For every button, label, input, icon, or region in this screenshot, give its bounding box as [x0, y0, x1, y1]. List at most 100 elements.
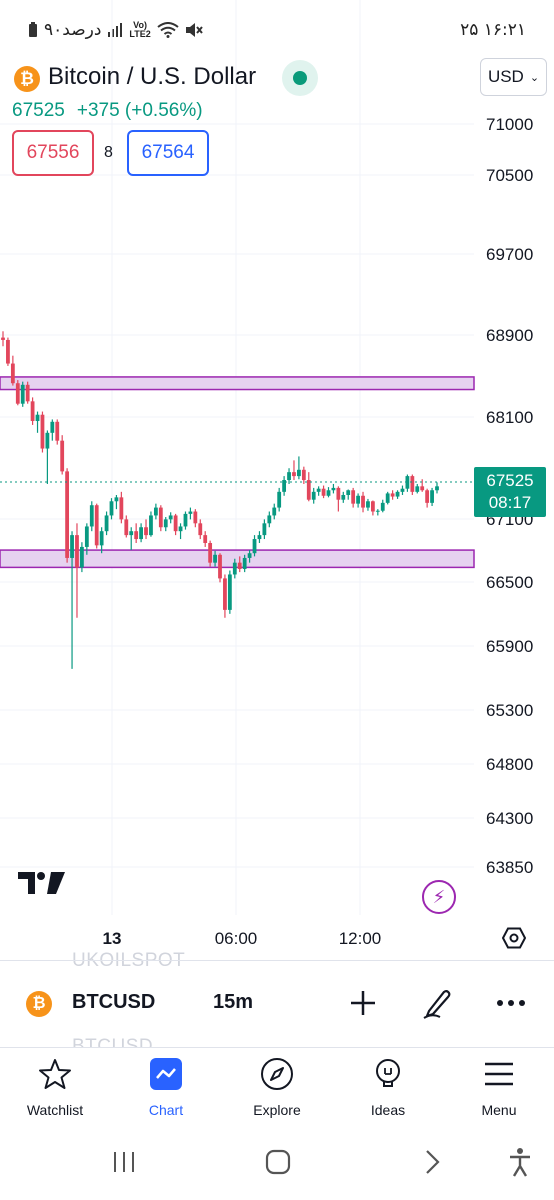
candle [410, 474, 415, 495]
candle [430, 487, 434, 507]
nav-chart[interactable]: Chart [111, 1056, 221, 1118]
candle [287, 468, 291, 484]
price-tick-label: 63850 [486, 858, 533, 877]
android-navigation-bar [0, 1138, 554, 1200]
bitcoin-logo-icon: ₿ [26, 991, 52, 1017]
candlestick-series [1, 331, 439, 669]
currency-select[interactable]: USD ⌄ [480, 58, 547, 96]
candle [10, 355, 15, 386]
candle [30, 397, 35, 425]
candle [134, 523, 139, 543]
symbol-title[interactable]: Bitcoin / U.S. Dollar [48, 63, 257, 90]
spread-value: 8 [104, 144, 113, 161]
candle [40, 411, 45, 453]
recent-apps-icon[interactable] [112, 1150, 136, 1174]
accessibility-icon[interactable] [508, 1147, 532, 1177]
candle [415, 483, 420, 494]
candle [292, 460, 296, 481]
mute-icon [185, 23, 203, 37]
candle [188, 507, 193, 520]
price-change: +375 (+0.56%) [76, 100, 203, 121]
candle [25, 381, 30, 404]
candle [94, 503, 99, 549]
candle [237, 556, 242, 573]
interval-selector[interactable]: 15m [213, 991, 254, 1013]
nav-menu-label: Menu [481, 1102, 517, 1118]
nav-ideas[interactable]: Ideas [333, 1056, 443, 1118]
candle [144, 519, 148, 540]
candle [6, 337, 10, 366]
candle [75, 523, 79, 618]
candle [163, 517, 168, 532]
candle [114, 494, 119, 510]
candle [375, 509, 380, 516]
candle [326, 487, 331, 498]
nav-menu[interactable]: Menu [444, 1056, 554, 1118]
plus-icon[interactable] [343, 983, 383, 1023]
sell-button[interactable]: 67556 [12, 130, 94, 176]
more-icon[interactable] [491, 983, 531, 1023]
candle [129, 527, 134, 551]
back-icon[interactable] [425, 1149, 441, 1175]
lightbulb-icon [370, 1056, 406, 1092]
draw-pen-icon[interactable] [417, 983, 457, 1023]
candle [15, 380, 20, 406]
clock: ۲۵ ۱۶:۲۱ [460, 20, 526, 40]
candle [203, 531, 208, 547]
candle [119, 491, 124, 524]
candle [247, 550, 252, 563]
nav-watchlist[interactable]: Watchlist [0, 1056, 110, 1118]
candle [356, 493, 360, 508]
buy-button[interactable]: 67564 [127, 130, 209, 176]
home-icon[interactable] [265, 1149, 291, 1175]
candle [218, 553, 222, 583]
chevron-down-icon: ⌄ [529, 71, 540, 84]
nav-explore-label: Explore [253, 1102, 301, 1118]
resistance-zone [0, 376, 475, 391]
bottom-navigation: Watchlist Chart Explore Ideas Menu [0, 1048, 554, 1138]
symbol-toolbar: ₿ BTCUSD 15m [0, 960, 554, 1048]
candle [84, 523, 89, 555]
battery-icon [29, 22, 37, 37]
candle [331, 483, 336, 494]
chart-settings-icon[interactable] [502, 926, 526, 950]
compass-icon [259, 1056, 295, 1092]
candle [198, 519, 203, 540]
network-type: Vo) LTE2 [129, 20, 151, 39]
candle [183, 511, 188, 530]
price-tick-label: 68900 [486, 326, 533, 345]
lightning-icon[interactable]: ⚡ [422, 880, 456, 914]
candle [257, 531, 262, 543]
price-tick-label: 64300 [486, 809, 533, 828]
candle [395, 490, 400, 499]
price-tick-label: 64800 [486, 755, 533, 774]
current-price-label: 67525 [486, 471, 534, 490]
candle [341, 491, 346, 503]
candle [45, 430, 50, 484]
candle [149, 511, 153, 537]
candle [400, 485, 405, 495]
candle [321, 485, 326, 499]
symbol-selector[interactable]: BTCUSD [72, 991, 156, 1013]
price-tick-label: 68100 [486, 408, 533, 427]
candle [277, 487, 282, 512]
candle [89, 501, 94, 532]
nav-explore[interactable]: Explore [222, 1056, 332, 1118]
candle [385, 491, 390, 505]
candle [178, 523, 183, 540]
candle [65, 468, 70, 563]
candle [173, 513, 178, 536]
wifi-icon [157, 22, 179, 38]
candle [370, 500, 375, 516]
chart-grid [0, 0, 474, 915]
time-tick-label: 13 [103, 929, 122, 948]
candle [213, 550, 217, 567]
price-tick-label: 69700 [486, 245, 533, 264]
candle [272, 503, 277, 520]
candle [390, 490, 395, 500]
candle [435, 482, 439, 494]
tradingview-logo-icon[interactable] [18, 870, 66, 896]
candle [124, 515, 129, 538]
market-status-icon[interactable] [282, 60, 318, 96]
signal-icon [108, 23, 123, 37]
